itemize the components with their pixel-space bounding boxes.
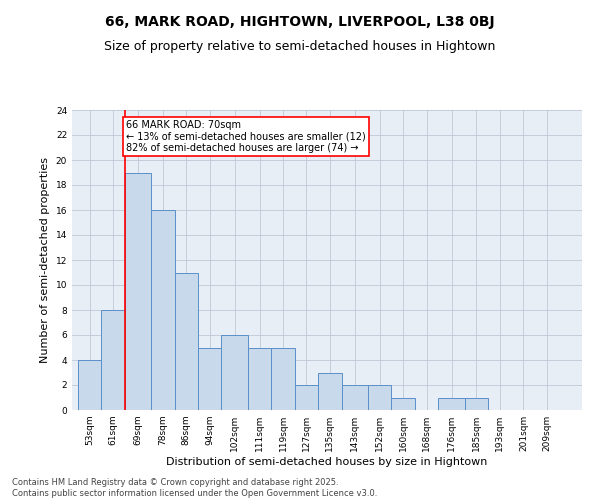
Bar [125, 172, 151, 410]
Bar [198, 348, 221, 410]
Bar [271, 348, 295, 410]
Text: 66 MARK ROAD: 70sqm
← 13% of semi-detached houses are smaller (12)
82% of semi-d: 66 MARK ROAD: 70sqm ← 13% of semi-detach… [126, 120, 366, 153]
Bar [318, 372, 341, 410]
Bar [248, 348, 271, 410]
Bar [151, 210, 175, 410]
Bar [368, 385, 391, 410]
Bar [78, 360, 101, 410]
Bar [465, 398, 488, 410]
Bar [391, 398, 415, 410]
Bar [175, 272, 198, 410]
Text: 66, MARK ROAD, HIGHTOWN, LIVERPOOL, L38 0BJ: 66, MARK ROAD, HIGHTOWN, LIVERPOOL, L38 … [105, 15, 495, 29]
Text: Size of property relative to semi-detached houses in Hightown: Size of property relative to semi-detach… [104, 40, 496, 53]
Y-axis label: Number of semi-detached properties: Number of semi-detached properties [40, 157, 50, 363]
X-axis label: Distribution of semi-detached houses by size in Hightown: Distribution of semi-detached houses by … [166, 457, 488, 467]
Bar [221, 335, 248, 410]
Bar [101, 310, 125, 410]
Bar [341, 385, 368, 410]
Bar [439, 398, 465, 410]
Text: Contains HM Land Registry data © Crown copyright and database right 2025.
Contai: Contains HM Land Registry data © Crown c… [12, 478, 377, 498]
Bar [295, 385, 318, 410]
